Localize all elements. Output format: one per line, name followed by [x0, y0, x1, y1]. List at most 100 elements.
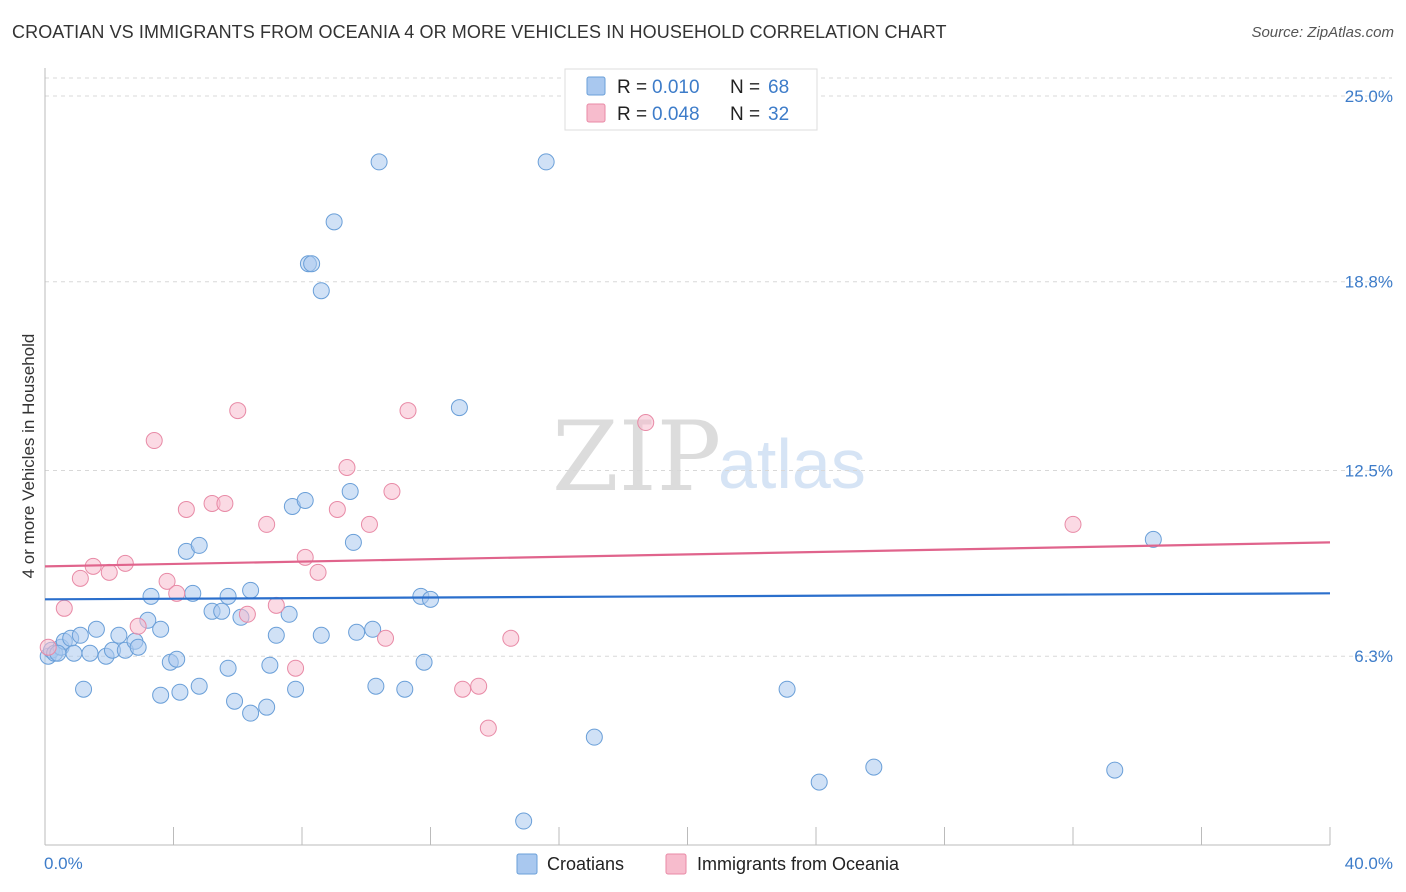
y-tick-labels: 6.3% 12.5% 18.8% 25.0%: [1345, 87, 1393, 666]
legend-r-label-oceania: R =: [617, 104, 647, 125]
watermark-zip: ZIP: [552, 401, 721, 513]
legend-r-label-croatians: R =: [617, 77, 647, 98]
oceania-point: [399, 402, 417, 420]
bottom-legend-label-oceania: Immigrants from Oceania: [697, 854, 900, 874]
chart-source: Source: ZipAtlas.com: [1251, 24, 1394, 41]
oceania-point: [116, 554, 134, 572]
croatians-point: [312, 282, 330, 300]
croatians-point: [71, 626, 89, 644]
croatians-point: [168, 650, 186, 668]
legend-n-label-oceania: N =: [730, 104, 760, 125]
oceania-point: [338, 458, 356, 476]
croatians-point: [364, 620, 382, 638]
croatians-point: [226, 692, 244, 710]
x-tick-label: 0.0%: [44, 854, 83, 873]
oceania-point: [328, 500, 346, 518]
legend-n-label-croatians: N =: [730, 77, 760, 98]
croatians-point: [110, 626, 128, 644]
gridlines: [45, 77, 1392, 657]
oceania-points: [39, 402, 1082, 737]
oceania-point: [454, 680, 472, 698]
croatians-point: [810, 773, 828, 791]
croatians-point: [142, 587, 160, 605]
oceania-point: [287, 659, 305, 677]
croatians-point: [325, 213, 343, 231]
x-tick-labels: 0.0% 40.0%: [44, 854, 1393, 873]
y-tick-label: 6.3%: [1354, 647, 1393, 666]
oceania-point: [360, 515, 378, 533]
croatians-point: [75, 680, 93, 698]
oceania-point: [383, 482, 401, 500]
oceania-point: [637, 414, 655, 432]
legend-box: R = 0.010 N = 68 R = 0.048 N = 32: [564, 68, 818, 131]
croatians-trend-line: [44, 592, 1331, 601]
bottom-legend-swatch-croatians: [516, 853, 538, 875]
oceania-point: [258, 515, 276, 533]
oceania-point: [377, 629, 395, 647]
croatians-point: [370, 153, 388, 171]
croatians-point: [219, 659, 237, 677]
oceania-point: [238, 605, 256, 623]
y-axis-label: 4 or more Vehicles in Household: [19, 334, 38, 579]
croatians-point: [865, 758, 883, 776]
croatians-point: [87, 620, 105, 638]
oceania-point: [145, 432, 163, 450]
croatians-point: [1144, 530, 1162, 548]
y-tick-label: 12.5%: [1345, 461, 1393, 480]
y-tick-label: 18.8%: [1345, 273, 1393, 292]
oceania-point: [309, 563, 327, 581]
croatians-point: [367, 677, 385, 695]
croatians-point: [267, 626, 285, 644]
legend-n-value-croatians: 68: [768, 77, 789, 98]
croatians-point: [152, 620, 170, 638]
croatians-point: [280, 605, 298, 623]
legend-frame: [564, 68, 818, 131]
croatians-point: [242, 581, 260, 599]
croatians-point: [219, 587, 237, 605]
oceania-point: [229, 402, 247, 420]
croatians-point: [396, 680, 414, 698]
chart-title: CROATIAN VS IMMIGRANTS FROM OCEANIA 4 OR…: [12, 22, 947, 42]
croatians-point: [152, 686, 170, 704]
croatians-point: [213, 602, 231, 620]
oceania-point: [1064, 515, 1082, 533]
oceania-point: [39, 638, 57, 656]
bottom-legend: Croatians Immigrants from Oceania: [516, 853, 900, 875]
oceania-point: [158, 572, 176, 590]
x-tick-label: 40.0%: [1345, 854, 1393, 873]
oceania-point: [267, 596, 285, 614]
croatians-point: [344, 533, 362, 551]
oceania-point: [168, 584, 186, 602]
oceania-trend-line: [44, 541, 1331, 568]
oceania-point: [296, 548, 314, 566]
croatians-point: [190, 677, 208, 695]
oceania-point: [216, 494, 234, 512]
watermark-atlas: atlas: [718, 425, 866, 503]
croatians-point: [415, 653, 433, 671]
croatians-point: [450, 399, 468, 417]
oceania-point: [470, 677, 488, 695]
croatians-point: [258, 698, 276, 716]
croatians-points: [39, 153, 1162, 830]
oceania-point: [129, 617, 147, 635]
bottom-legend-swatch-oceania: [665, 853, 687, 875]
croatians-point: [585, 728, 603, 746]
bottom-legend-label-croatians: Croatians: [547, 854, 624, 874]
croatians-point: [287, 680, 305, 698]
legend-r-value-oceania: 0.048: [652, 104, 700, 125]
watermark: ZIP atlas: [552, 401, 866, 513]
legend-swatch-oceania: [586, 103, 606, 123]
oceania-point: [55, 599, 73, 617]
legend-swatch-croatians: [586, 76, 606, 96]
croatians-point: [1106, 761, 1124, 779]
croatians-point: [312, 626, 330, 644]
croatians-point: [129, 638, 147, 656]
oceania-point: [100, 563, 118, 581]
croatians-point: [422, 590, 439, 608]
oceania-point: [502, 629, 520, 647]
trend-lines: [44, 541, 1331, 601]
oceania-point: [71, 569, 89, 587]
oceania-point: [177, 500, 195, 518]
croatians-point: [537, 153, 555, 171]
